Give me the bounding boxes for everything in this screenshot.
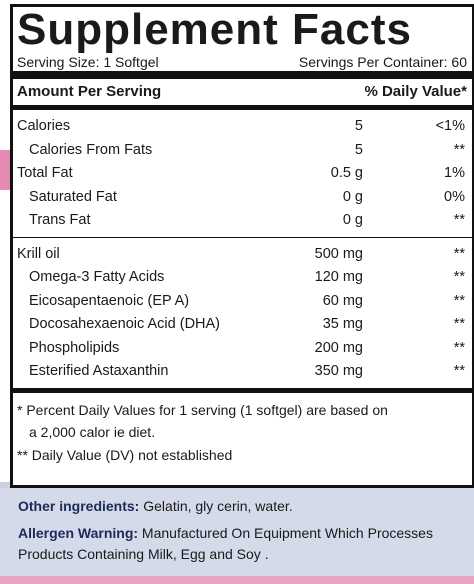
- nutrient-name: Docosahexaenoic Acid (DHA): [29, 316, 221, 332]
- nutrient-name: Calories: [17, 118, 71, 134]
- dv-header: % Daily Value*: [364, 83, 467, 100]
- footnotes: * Percent Daily Values for 1 serving (1 …: [17, 393, 467, 467]
- daily-value: **: [453, 339, 465, 356]
- label: Other ingredients:: [18, 498, 140, 514]
- amount: 0.5 g: [330, 165, 363, 181]
- sections: Calories 5 <1% Calories From Fats 5 ** Total F…: [13, 110, 472, 388]
- section: Krill oil 500 mg ** Omega-3 Fatty Acids 120 …: [17, 238, 467, 388]
- text: Gelatin, gly cerin, water.: [139, 498, 293, 514]
- sub-row: Saturated Fat 0 g 0%: [17, 186, 467, 210]
- amount: 500 mg: [314, 245, 363, 262]
- label: Allergen Warning:: [18, 525, 139, 541]
- daily-value: **: [453, 316, 465, 332]
- sub-row: Eicosapentaenoic (EP A) 60 mg **: [17, 290, 467, 314]
- serving-size: Serving Size: 1 Softgel: [17, 54, 159, 70]
- amount: 35 mg: [322, 316, 363, 332]
- amount: 5: [354, 141, 363, 158]
- sub-row: Omega-3 Fatty Acids 120 mg **: [17, 266, 467, 290]
- amount: 200 mg: [314, 339, 363, 356]
- decor-pink: [0, 150, 12, 190]
- daily-value: **: [453, 212, 465, 228]
- sub-row: Esterified Astaxanthin 350 mg **: [17, 360, 467, 384]
- nutrient-name: Trans Fat: [29, 212, 91, 228]
- other-ingredients: Other ingredients: Gelatin, gly cerin, w…: [18, 496, 456, 517]
- allergen-warning: Allergen Warning: Manufactured On Equipm…: [18, 523, 456, 565]
- rule: [13, 105, 472, 110]
- daily-value: 0%: [444, 188, 465, 205]
- daily-value: **: [453, 245, 465, 262]
- nutrient-name: Calories From Fats: [29, 141, 153, 158]
- nutrient-name: Phospholipids: [29, 339, 120, 356]
- text: Manufactured On Equipment Which Processe…: [18, 525, 433, 562]
- sub-row: Docosahexaenoic Acid (DHA) 35 mg **: [17, 313, 467, 337]
- sub-row: Trans Fat 0 g **: [17, 209, 467, 233]
- nutrient-name: Eicosapentaenoic (EP A): [29, 292, 190, 309]
- nutrient-name: Omega-3 Fatty Acids: [29, 269, 165, 285]
- row: Krill oil 500 mg **: [17, 243, 467, 267]
- amount: 5: [354, 118, 363, 134]
- daily-value: <1%: [435, 118, 465, 134]
- footnote-line: * Percent Daily Values for 1 serving (1 …: [17, 401, 388, 418]
- rule: [13, 71, 472, 79]
- section: Calories 5 <1% Calories From Fats 5 ** Total F…: [17, 110, 467, 237]
- footnote-line: a 2,000 calor ie diet.: [29, 424, 156, 440]
- amount: 0 g: [342, 212, 363, 228]
- row: Total Fat 0.5 g 1%: [17, 162, 467, 186]
- amount-header: Amount Per Serving: [17, 83, 162, 100]
- column-header: Amount Per Serving % Daily Value*: [17, 79, 467, 105]
- decor-bottom: [0, 576, 474, 584]
- amount: 120 mg: [314, 269, 363, 285]
- serving-line: Serving Size: 1 Softgel Servings Per Con…: [17, 53, 467, 71]
- daily-value: **: [453, 141, 465, 158]
- row: Calories 5 <1%: [17, 115, 467, 139]
- daily-value: 1%: [444, 165, 465, 181]
- nutrient-name: Esterified Astaxanthin: [29, 363, 169, 379]
- daily-value: **: [453, 292, 465, 309]
- nutrient-name: Total Fat: [17, 165, 73, 181]
- sub-row: Calories From Fats 5 **: [17, 139, 467, 163]
- ingredients-panel: Other ingredients: Gelatin, gly cerin, w…: [0, 488, 474, 576]
- rule: [13, 236, 472, 238]
- sub-row: Phospholipids 200 mg **: [17, 337, 467, 361]
- amount: 350 mg: [314, 363, 363, 379]
- daily-value: **: [453, 269, 465, 285]
- title: Supplement Facts: [17, 5, 412, 54]
- amount: 0 g: [342, 188, 363, 205]
- servings-per-container: Servings Per Container: 60: [298, 54, 467, 70]
- daily-value: **: [453, 363, 465, 379]
- amount: 60 mg: [322, 292, 363, 309]
- nutrient-name: Krill oil: [17, 245, 60, 262]
- rule: [13, 387, 472, 393]
- facts-panel: Supplement Facts Serving Size: 1 Softgel…: [10, 4, 474, 488]
- nutrient-name: Saturated Fat: [29, 188, 117, 205]
- footnote-line: ** Daily Value (DV) not established: [17, 446, 233, 463]
